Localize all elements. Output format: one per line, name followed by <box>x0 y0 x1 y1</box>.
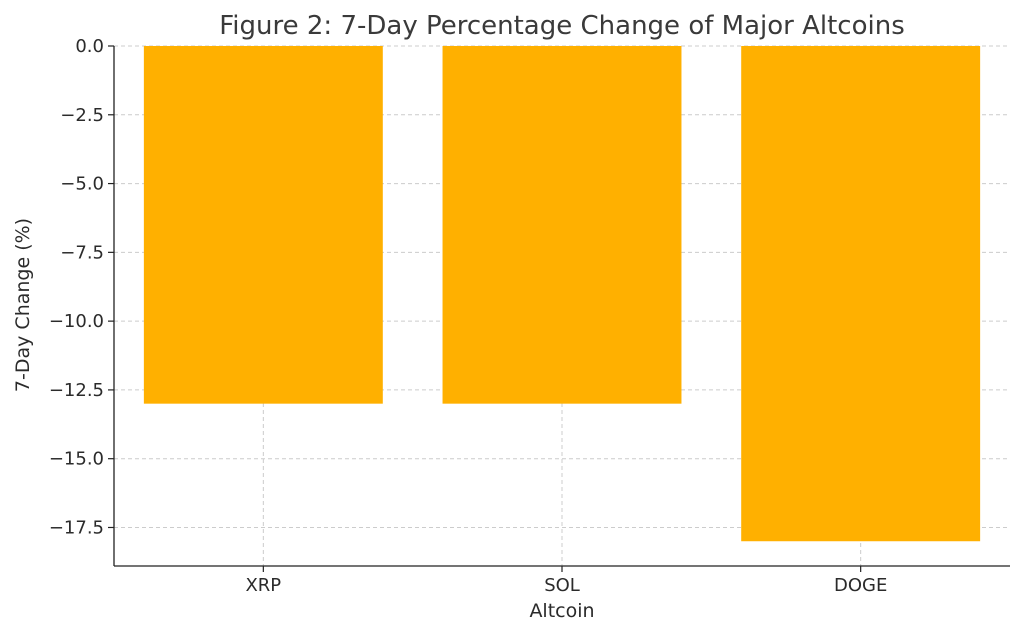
y-tick-label: −10.0 <box>49 311 104 332</box>
y-tick-label: 0.0 <box>75 36 104 57</box>
chart-title: Figure 2: 7-Day Percentage Change of Maj… <box>219 11 905 41</box>
y-tick-label: −5.0 <box>60 174 104 195</box>
y-tick-label: −17.5 <box>49 517 104 538</box>
x-axis-label: Altcoin <box>529 600 594 622</box>
y-tick-label: −7.5 <box>60 242 104 263</box>
x-tick-label: SOL <box>544 575 580 596</box>
x-ticks: XRP SOL DOGE <box>245 566 887 596</box>
bars <box>143 46 981 542</box>
x-tick-label: XRP <box>245 575 281 596</box>
bar-xrp <box>143 46 383 404</box>
y-ticks: 0.0 −2.5 −5.0 −7.5 −10.0 −12.5 −15.0 −17.5 <box>49 36 114 538</box>
y-tick-label: −15.0 <box>49 449 104 470</box>
x-tick-label: DOGE <box>834 575 887 596</box>
y-tick-label: −12.5 <box>49 380 104 401</box>
y-tick-label: −2.5 <box>60 105 104 126</box>
bar-doge <box>741 46 981 542</box>
y-axis-label: 7-Day Change (%) <box>12 218 34 392</box>
bar-sol <box>442 46 682 404</box>
